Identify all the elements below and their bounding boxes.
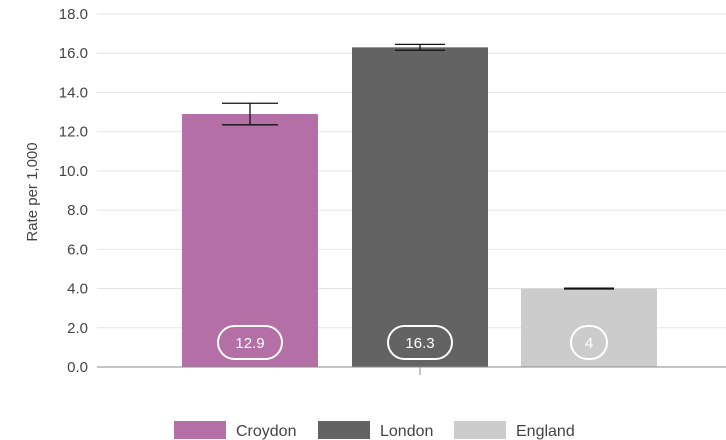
data-label-pill — [570, 325, 608, 360]
legend-swatch — [454, 421, 506, 439]
y-tick-label: 0.0 — [67, 359, 88, 376]
legend-item-croydon[interactable]: Croydon — [174, 421, 296, 440]
legend[interactable]: Croydon London England — [174, 421, 575, 440]
y-axis-tick-labels: 0.0 2.0 4.0 6.0 8.0 10.0 12.0 14.0 16.0 18.0 — [59, 6, 88, 376]
data-labels: 12.9 16.3 4 — [217, 325, 608, 360]
legend-label: London — [380, 423, 433, 440]
error-bars — [222, 43, 614, 290]
data-label: 12.9 — [235, 335, 264, 352]
legend-label: England — [516, 423, 575, 440]
y-tick-label: 10.0 — [59, 163, 88, 180]
y-tick-label: 16.0 — [59, 45, 88, 62]
y-tick-label: 6.0 — [67, 241, 88, 258]
data-label: 16.3 — [405, 335, 434, 352]
legend-swatch — [318, 421, 370, 439]
legend-item-london[interactable]: London — [318, 421, 433, 440]
data-label: 4 — [585, 335, 593, 352]
legend-label: Croydon — [236, 423, 296, 440]
bar-croydon — [182, 114, 318, 368]
legend-item-england[interactable]: England — [454, 421, 575, 440]
data-label-pill — [217, 325, 283, 360]
bars — [182, 47, 657, 368]
bar-england — [521, 288, 657, 367]
data-label-pill — [387, 325, 453, 360]
y-tick-label: 2.0 — [67, 320, 88, 337]
legend-swatch — [174, 421, 226, 439]
y-axis-title: Rate per 1,000 — [24, 142, 41, 241]
y-tick-label: 4.0 — [67, 281, 88, 298]
y-tick-label: 14.0 — [59, 84, 88, 101]
y-tick-label: 18.0 — [59, 6, 88, 23]
bar-london — [352, 47, 488, 367]
y-tick-label: 12.0 — [59, 124, 88, 141]
y-tick-label: 8.0 — [67, 202, 88, 219]
